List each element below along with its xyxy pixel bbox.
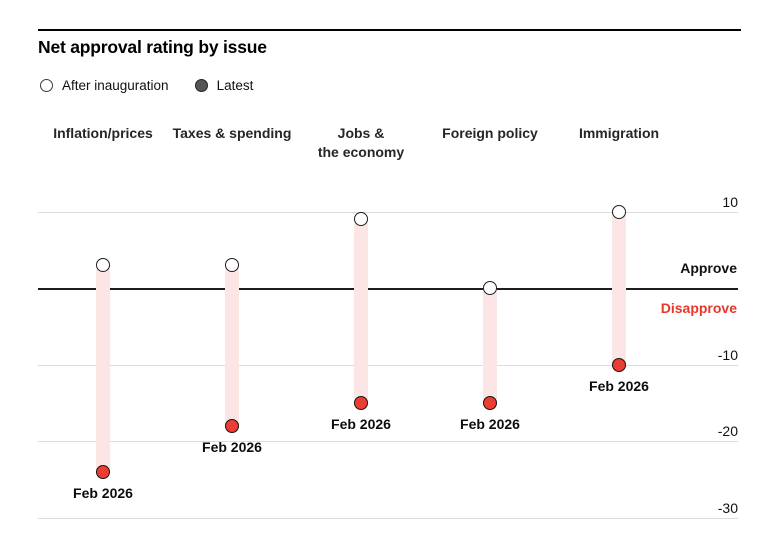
after-inauguration-dot xyxy=(354,212,368,227)
after-inauguration-dot xyxy=(612,204,626,219)
ytick-label-10: 10 xyxy=(722,193,738,210)
gridline--10 xyxy=(38,364,738,366)
legend-item-latest: Latest xyxy=(194,78,254,93)
open-circle-icon xyxy=(40,79,53,92)
latest-dot xyxy=(612,357,626,372)
column-header: Jobs & the economy xyxy=(317,125,405,160)
top-rule xyxy=(38,29,741,31)
column-header: Inflation/prices xyxy=(53,125,153,141)
disapprove-label: Disapprove xyxy=(660,300,737,316)
ytick-label--30: -30 xyxy=(717,499,738,516)
column-header: Taxes & spending xyxy=(172,125,292,141)
gridline--30 xyxy=(38,517,738,519)
legend-item-after-inauguration: After inauguration xyxy=(40,78,169,93)
latest-date-label: Feb 2026 xyxy=(202,438,262,455)
latest-date-label: Feb 2026 xyxy=(460,415,520,432)
ytick-label--20: -20 xyxy=(717,423,738,439)
latest-date-label: Feb 2026 xyxy=(589,377,649,394)
latest-dot xyxy=(483,395,497,410)
legend-label-latest: Latest xyxy=(216,78,254,93)
latest-dot xyxy=(96,464,110,479)
latest-date-label: Feb 2026 xyxy=(331,415,391,432)
column-header: Foreign policy xyxy=(442,125,538,141)
after-inauguration-dot xyxy=(225,258,239,273)
range-bar xyxy=(225,265,239,426)
filled-circle-icon xyxy=(194,79,208,92)
ytick-label--10: -10 xyxy=(717,346,738,363)
column-header: Immigration xyxy=(578,125,660,141)
after-inauguration-dot xyxy=(96,258,110,273)
chart-title: Net approval rating by issue xyxy=(38,37,267,57)
latest-dot xyxy=(354,395,368,410)
zero-line xyxy=(38,288,738,290)
approve-label: Approve xyxy=(680,260,737,276)
range-bar xyxy=(354,219,368,403)
range-bar xyxy=(612,211,626,365)
latest-date-label: Feb 2026 xyxy=(73,484,133,501)
range-bar xyxy=(96,265,110,472)
gridline-10 xyxy=(38,211,738,213)
latest-dot xyxy=(225,418,239,433)
legend-label-after-inauguration: After inauguration xyxy=(62,78,169,93)
after-inauguration-dot xyxy=(483,281,497,295)
gridline--20 xyxy=(38,441,738,442)
range-bar xyxy=(483,288,497,403)
legend: After inauguration Latest xyxy=(40,78,253,93)
